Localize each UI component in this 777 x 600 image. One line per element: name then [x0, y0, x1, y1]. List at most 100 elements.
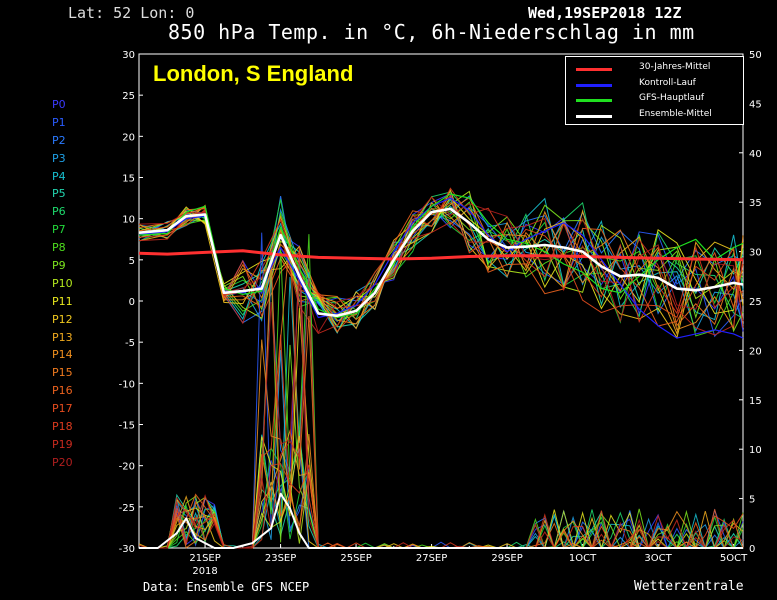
legend-label: Ensemble-Mittel	[639, 108, 712, 119]
member-list: P0 P1 P2 P3 P4 P5 P6 P7 P8 P9 P10 P11 P12 P13 P14 P15 P1…	[52, 96, 73, 472]
y-left-tick-label: -10	[119, 379, 135, 390]
member-label: P6	[52, 205, 66, 219]
coordinates-label: Lat: 52 Lon: 0	[68, 4, 195, 22]
member-precip-line	[139, 276, 744, 549]
member-label: P1	[52, 115, 66, 129]
y-left-tick-label: 5	[129, 256, 135, 267]
member-temp-line	[138, 201, 744, 327]
x-tick-label: 21SEP	[189, 553, 220, 564]
member-precip-line	[139, 307, 743, 549]
member-label: P19	[52, 437, 73, 451]
y-left-tick-label: -25	[119, 503, 135, 514]
member-label: P12	[52, 312, 73, 326]
member-label: P16	[52, 384, 73, 398]
member-temp-line	[138, 196, 744, 315]
y-left-tick-label: 10	[122, 215, 135, 226]
member-temp-line	[138, 204, 744, 333]
x-tick-label: 3OCT	[644, 553, 672, 564]
y-right-tick-label: 15	[749, 396, 762, 407]
x-year-label: 2018	[192, 566, 217, 577]
y-left-tick-label: -15	[119, 421, 135, 432]
legend-entry: Ensemble-Mittel	[566, 109, 743, 123]
y-right-tick-label: 20	[749, 346, 762, 357]
x-tick-label: 23SEP	[265, 553, 296, 564]
y-left-tick-label: 30	[122, 50, 135, 61]
member-temp-line	[138, 196, 744, 324]
location-label: London, S England	[153, 61, 354, 86]
y-right-tick-label: 40	[749, 149, 762, 160]
member-label: P7	[52, 223, 66, 237]
member-label: P3	[52, 151, 66, 165]
member-label: P10	[52, 276, 73, 290]
member-label: P2	[52, 133, 66, 147]
ensemble-mean-line	[138, 207, 744, 318]
chart-legend: 30-Jahres-Mittel Kontroll-Lauf GFS-Hauptla…	[565, 56, 744, 125]
legend-label: Kontroll-Lauf	[639, 77, 696, 88]
member-label: P20	[52, 455, 73, 469]
ensemble-members	[138, 187, 744, 339]
y-left-tick-label: -20	[119, 462, 135, 473]
member-label: P11	[52, 294, 73, 308]
chart-title: 850 hPa Temp. in °C, 6h-Niederschlag in …	[168, 20, 695, 44]
member-label: P13	[52, 330, 73, 344]
member-label: P18	[52, 420, 73, 434]
y-right-tick-label: 50	[749, 50, 762, 61]
run-date-label: Wed,19SEP2018 12Z	[528, 4, 682, 22]
member-label: P9	[52, 259, 66, 273]
legend-swatch	[576, 83, 612, 87]
y-right-tick-label: 25	[749, 297, 762, 308]
y-left-tick-label: 15	[122, 174, 135, 185]
x-tick-label: 27SEP	[416, 553, 447, 564]
member-temp-line	[138, 201, 744, 337]
member-precip-line	[139, 349, 744, 550]
legend-swatch	[576, 68, 612, 71]
legend-entry: GFS-Hauptlauf	[566, 93, 743, 107]
member-label: P0	[52, 98, 66, 111]
member-temp-line	[138, 196, 744, 336]
member-temp-line	[138, 188, 744, 339]
y-right-tick-label: 45	[749, 99, 762, 110]
member-precip-line	[139, 446, 744, 550]
brand-label: Wetterzentrale	[634, 579, 744, 594]
y-right-tick-label: 30	[749, 248, 762, 259]
member-precip-line	[139, 264, 744, 550]
member-label: P14	[52, 348, 73, 362]
member-temp-line	[138, 190, 744, 334]
member-precip-line	[139, 234, 744, 549]
y-right-tick-label: 5	[749, 495, 755, 506]
member-label: P4	[52, 169, 66, 183]
member-temp-line	[138, 187, 744, 324]
y-left-tick-label: -30	[119, 544, 135, 555]
y-left-tick-label: 20	[122, 132, 135, 143]
member-temp-line	[138, 196, 744, 335]
x-tick-label: 1OCT	[569, 553, 597, 564]
member-label: P15	[52, 366, 73, 380]
member-temp-line	[138, 206, 744, 338]
climate-mean-line	[138, 249, 744, 262]
member-precip-line	[139, 277, 743, 549]
y-left-tick-label: 0	[129, 297, 135, 308]
x-tick-label: 5OCT	[720, 553, 748, 564]
legend-swatch	[576, 99, 612, 102]
x-tick-label: 29SEP	[491, 553, 522, 564]
member-temp-line	[138, 202, 744, 331]
ensemble-mean-precip-line	[139, 492, 743, 549]
y-left-tick-label: -5	[125, 338, 135, 349]
chart-axes: 302520151050-5-10-15-20-25-3050454035302…	[119, 50, 762, 577]
member-precip-line	[139, 339, 743, 550]
main-run-line	[138, 193, 744, 319]
member-label: P17	[52, 402, 73, 416]
legend-swatch	[576, 114, 612, 118]
member-temp-line	[138, 194, 744, 333]
legend-entry: 30-Jahres-Mittel	[566, 62, 743, 76]
member-temp-line	[138, 199, 744, 324]
legend-label: GFS-Hauptlauf	[639, 93, 705, 103]
data-source-label: Data: Ensemble GFS NCEP	[143, 580, 310, 594]
y-right-tick-label: 10	[749, 445, 762, 456]
legend-label: 30-Jahres-Mittel	[639, 62, 711, 72]
member-precip-line	[139, 274, 744, 550]
member-label: P5	[52, 187, 66, 201]
y-left-tick-label: 25	[122, 91, 135, 102]
member-label: P8	[52, 241, 66, 255]
